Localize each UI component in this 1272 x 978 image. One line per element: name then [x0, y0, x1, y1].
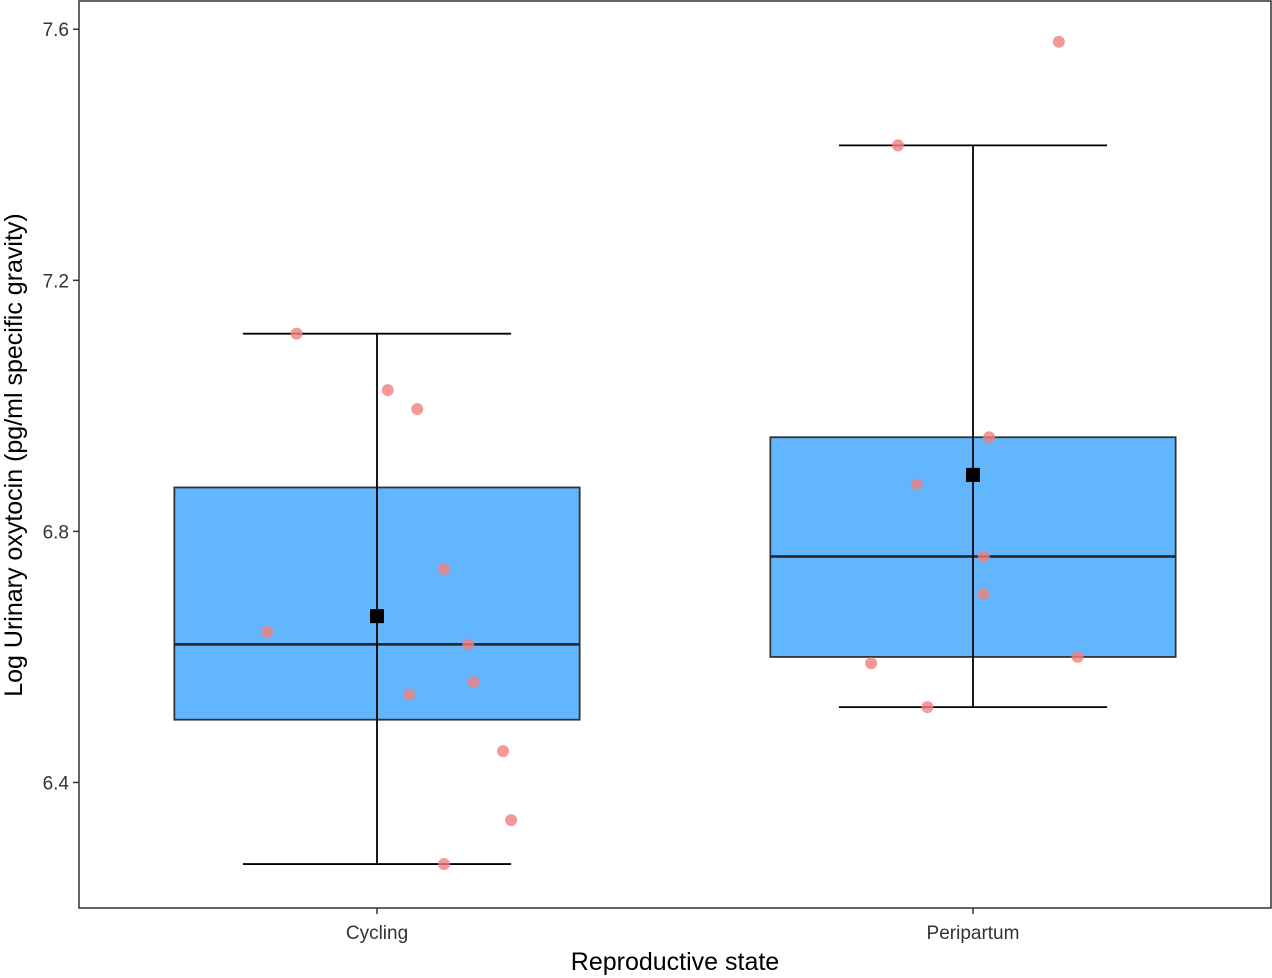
- x-axis: Cycling Peripartum: [346, 908, 1020, 944]
- y-tick-label: 7.2: [43, 271, 69, 292]
- boxes-layer: [173, 144, 1177, 865]
- data-point: [462, 638, 475, 651]
- points-layer: [261, 35, 1084, 871]
- data-point: [1071, 650, 1084, 663]
- mean-marker-cycling: [370, 609, 384, 624]
- data-point: [505, 814, 518, 827]
- data-point: [438, 563, 451, 576]
- data-point: [921, 701, 934, 714]
- data-point: [381, 384, 394, 397]
- y-tick-label: 6.8: [43, 522, 69, 543]
- data-point: [261, 625, 274, 638]
- data-point: [497, 745, 510, 758]
- x-tick-label: Peripartum: [927, 923, 1020, 944]
- y-tick-label: 6.4: [43, 773, 70, 794]
- data-point: [290, 327, 303, 340]
- data-point: [977, 550, 990, 563]
- data-point: [977, 588, 990, 601]
- plot-panel-border: [78, 0, 1272, 909]
- mean-marker-peripartum: [966, 467, 980, 482]
- y-axis-title: Log Urinary oxytocin (pg/ml specific gra…: [0, 213, 28, 697]
- data-point: [1052, 35, 1065, 48]
- box-peripartum: [769, 144, 1177, 709]
- data-point: [910, 478, 923, 491]
- data-point: [411, 402, 424, 415]
- box-cycling: [173, 332, 581, 865]
- data-point: [403, 688, 416, 701]
- x-tick-label: Cycling: [346, 923, 408, 944]
- data-point: [865, 657, 878, 670]
- y-tick-label: 7.6: [43, 20, 69, 41]
- x-axis-title: Reproductive state: [571, 948, 779, 976]
- means-layer: [370, 467, 980, 624]
- data-point: [438, 858, 451, 871]
- data-point: [891, 139, 904, 152]
- data-point: [467, 676, 480, 689]
- data-point: [983, 431, 996, 444]
- y-axis: 6.4 6.8 7.2 7.6: [43, 20, 79, 794]
